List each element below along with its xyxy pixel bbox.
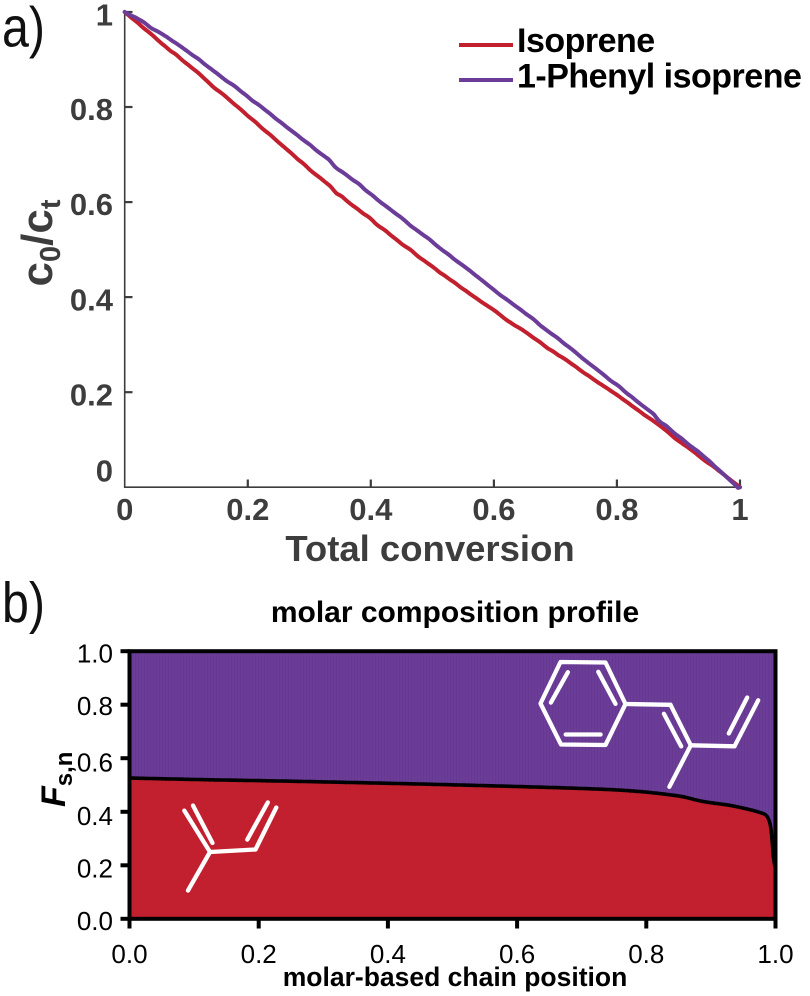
svg-text:1: 1 xyxy=(731,492,748,527)
svg-text:0.6: 0.6 xyxy=(70,187,113,222)
svg-text:c0/ct: c0/ct xyxy=(13,199,67,286)
svg-text:1.0: 1.0 xyxy=(77,639,113,669)
svg-text:0: 0 xyxy=(116,492,133,527)
svg-text:0.2: 0.2 xyxy=(226,492,269,527)
svg-text:0.0: 0.0 xyxy=(77,906,113,936)
svg-text:1: 1 xyxy=(96,0,113,32)
svg-text:b): b) xyxy=(2,571,45,635)
svg-text:0.8: 0.8 xyxy=(70,92,113,127)
svg-text:0.0: 0.0 xyxy=(111,939,147,969)
svg-text:0: 0 xyxy=(96,453,113,488)
svg-text:0.6: 0.6 xyxy=(77,747,113,777)
svg-text:Total conversion: Total conversion xyxy=(285,528,574,569)
svg-text:0.8: 0.8 xyxy=(628,939,664,969)
svg-text:0.8: 0.8 xyxy=(595,492,638,527)
svg-text:0.8: 0.8 xyxy=(77,691,113,721)
svg-text:0.4: 0.4 xyxy=(370,939,406,969)
svg-text:molar composition profile: molar composition profile xyxy=(271,596,639,629)
svg-text:0.2: 0.2 xyxy=(77,854,113,884)
svg-text:0.4: 0.4 xyxy=(77,801,113,831)
svg-text:1-Phenyl isoprene: 1-Phenyl isoprene xyxy=(517,58,801,96)
svg-text:a): a) xyxy=(2,0,45,60)
svg-text:1.0: 1.0 xyxy=(757,939,793,969)
svg-text:0.2: 0.2 xyxy=(241,939,277,969)
svg-text:0.6: 0.6 xyxy=(472,492,515,527)
svg-text:0.2: 0.2 xyxy=(70,377,113,412)
svg-text:Isoprene: Isoprene xyxy=(517,22,655,60)
svg-text:0.4: 0.4 xyxy=(70,282,114,317)
svg-text:molar-based chain position: molar-based chain position xyxy=(283,962,628,992)
svg-text:0.4: 0.4 xyxy=(349,492,393,527)
svg-text:0.6: 0.6 xyxy=(499,939,535,969)
